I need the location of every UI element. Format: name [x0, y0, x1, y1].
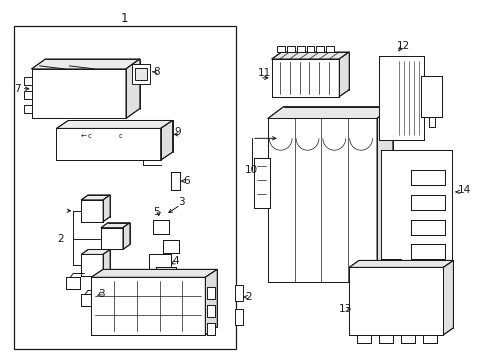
- Polygon shape: [132, 64, 149, 84]
- Polygon shape: [148, 255, 170, 272]
- Polygon shape: [410, 244, 445, 260]
- Polygon shape: [101, 228, 122, 249]
- Text: 2: 2: [244, 292, 251, 302]
- Polygon shape: [253, 158, 269, 208]
- Polygon shape: [122, 223, 130, 249]
- Polygon shape: [66, 277, 80, 289]
- Polygon shape: [32, 69, 126, 118]
- Polygon shape: [296, 46, 304, 52]
- Polygon shape: [356, 335, 370, 343]
- Polygon shape: [410, 195, 445, 210]
- Text: $\leftarrow$c: $\leftarrow$c: [79, 132, 93, 140]
- Text: 14: 14: [456, 185, 469, 195]
- Polygon shape: [205, 269, 217, 335]
- Polygon shape: [91, 269, 217, 277]
- Polygon shape: [56, 121, 172, 129]
- Polygon shape: [101, 223, 130, 228]
- Text: 3: 3: [178, 197, 185, 207]
- Text: c: c: [119, 133, 122, 139]
- Polygon shape: [271, 52, 348, 59]
- Polygon shape: [24, 77, 32, 85]
- Text: 10: 10: [244, 165, 258, 175]
- Polygon shape: [91, 277, 205, 335]
- Polygon shape: [155, 267, 175, 281]
- Circle shape: [384, 102, 392, 109]
- Polygon shape: [207, 323, 215, 335]
- Polygon shape: [376, 107, 392, 282]
- Text: 4: 4: [172, 256, 179, 266]
- Polygon shape: [400, 335, 414, 343]
- Circle shape: [384, 67, 392, 75]
- Polygon shape: [152, 220, 168, 234]
- Polygon shape: [410, 170, 445, 185]
- Polygon shape: [126, 59, 140, 118]
- Polygon shape: [348, 260, 452, 267]
- Text: 12: 12: [396, 41, 409, 51]
- Polygon shape: [267, 118, 376, 282]
- Circle shape: [385, 195, 395, 205]
- Polygon shape: [103, 249, 110, 276]
- Polygon shape: [24, 105, 32, 113]
- Polygon shape: [170, 172, 180, 190]
- Polygon shape: [306, 46, 314, 52]
- Polygon shape: [378, 335, 392, 343]
- Polygon shape: [163, 239, 178, 253]
- Text: 5: 5: [152, 207, 159, 217]
- Polygon shape: [325, 46, 334, 52]
- Polygon shape: [32, 59, 140, 69]
- Polygon shape: [276, 46, 284, 52]
- Text: 13: 13: [339, 304, 352, 314]
- Polygon shape: [235, 309, 243, 325]
- Polygon shape: [56, 129, 161, 160]
- Polygon shape: [24, 91, 32, 99]
- Polygon shape: [81, 249, 110, 255]
- Polygon shape: [81, 195, 110, 200]
- Polygon shape: [207, 305, 215, 317]
- Polygon shape: [348, 267, 443, 335]
- Polygon shape: [410, 220, 445, 235]
- Polygon shape: [81, 294, 95, 306]
- Polygon shape: [161, 121, 172, 160]
- Polygon shape: [135, 68, 146, 80]
- Polygon shape: [81, 200, 103, 222]
- Polygon shape: [267, 107, 392, 118]
- Polygon shape: [420, 76, 442, 117]
- Text: 3: 3: [98, 289, 104, 299]
- Polygon shape: [81, 255, 103, 276]
- Text: 7: 7: [14, 84, 20, 94]
- Polygon shape: [422, 335, 436, 343]
- Polygon shape: [443, 260, 452, 335]
- Text: 11: 11: [257, 68, 270, 78]
- Text: 9: 9: [174, 127, 181, 138]
- Text: 2: 2: [57, 234, 64, 244]
- Polygon shape: [271, 59, 339, 96]
- Polygon shape: [316, 46, 324, 52]
- Text: 1: 1: [121, 12, 128, 25]
- Text: 6: 6: [183, 176, 190, 186]
- Polygon shape: [103, 195, 110, 222]
- Circle shape: [384, 121, 392, 129]
- Polygon shape: [286, 46, 294, 52]
- Bar: [14, 26, 236, 349]
- Polygon shape: [339, 52, 348, 96]
- Polygon shape: [235, 285, 243, 301]
- Polygon shape: [380, 150, 451, 279]
- Polygon shape: [207, 287, 215, 299]
- Polygon shape: [378, 56, 423, 140]
- Text: 8: 8: [153, 67, 160, 77]
